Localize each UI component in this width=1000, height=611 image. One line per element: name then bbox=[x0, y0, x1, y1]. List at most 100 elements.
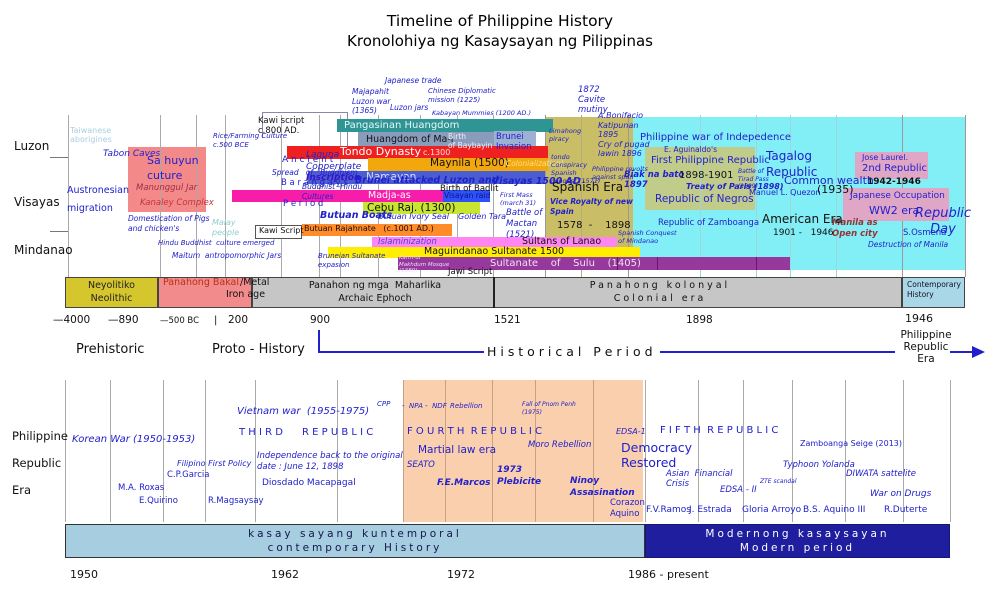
bs-aquino-iii: B.S. Aquino III bbox=[803, 505, 866, 515]
ma-i-label: Huangdom of Ma-i bbox=[366, 134, 454, 145]
gridline-upper bbox=[756, 115, 757, 277]
taiwanese-aborigines: Taiwanese aborigines bbox=[70, 126, 112, 144]
third-republic: T H I R D R E P U B L I C bbox=[239, 427, 374, 438]
sulu-divider bbox=[617, 257, 618, 270]
cpp: CPP bbox=[377, 400, 391, 408]
cebu-label: Cebu Raj. (1300) bbox=[367, 202, 456, 214]
limahong-piracy: Limahong piracy bbox=[549, 127, 582, 143]
cavite-mutiny-1872: 1872 Cavite mutiny bbox=[578, 85, 608, 115]
tondo-conspiracy: tondo Conspiracy Spanish conqest (1571) bbox=[551, 153, 601, 185]
brunei-attacked: Brunei attacked Luzon and bbox=[355, 175, 499, 186]
second-republic: 2nd Republic bbox=[862, 163, 927, 174]
ma-roxas: M.A. Roxas bbox=[118, 483, 165, 493]
inscription: Inscription bbox=[306, 173, 361, 183]
lower-label-republic: Republic bbox=[12, 456, 62, 470]
historical-period-label: H i s t o r i c a l P e r i o d bbox=[487, 344, 653, 359]
independence-original-date: Independence back to the original date :… bbox=[257, 451, 403, 472]
pangasinan-bar bbox=[337, 119, 553, 132]
tondo-bar bbox=[287, 146, 548, 159]
lower-label-philippine: Philippine bbox=[12, 429, 68, 443]
fifth-republic: F I F T H R E P U B L I C bbox=[660, 425, 779, 436]
axis-tick-visayas bbox=[50, 231, 68, 232]
gridline-upper bbox=[68, 115, 69, 277]
tick-minus-890: —890 bbox=[108, 314, 139, 326]
tondo-date: c.1300 bbox=[423, 148, 451, 157]
gridline-lower bbox=[337, 380, 338, 522]
maynila-label: Maynila (1500) bbox=[430, 157, 509, 169]
band-iron-label-1: Panahong Bakal bbox=[163, 277, 240, 288]
sa-huyun-culture: Sa huyun cuture bbox=[147, 154, 199, 182]
martial-law-box bbox=[403, 380, 643, 522]
spanish-conquest-mindanao: Spanish Conquest of Mindanao bbox=[618, 229, 677, 245]
ninoy-assassination: Ninoy Assasination bbox=[570, 476, 635, 498]
ww2-era: WW2 era bbox=[869, 204, 920, 217]
manila-open-city: Manila as Open city bbox=[832, 218, 878, 239]
lower-label-era: Era bbox=[12, 483, 32, 497]
golden-tara: Golden Tara bbox=[458, 212, 507, 221]
chinese-diplomatic-mission: Chinese Diplomatic mission (1225) bbox=[428, 87, 496, 104]
period: P e r i o d bbox=[283, 199, 324, 209]
gridline-lower bbox=[698, 380, 699, 522]
japanese-trade: Japanese trade bbox=[385, 76, 442, 85]
gridline-upper bbox=[160, 115, 161, 277]
years-1898-1901: 1898-1901 bbox=[679, 170, 734, 181]
birth-of-baybayin: Birth of Baybayin bbox=[448, 132, 493, 150]
historical-period-line-v bbox=[318, 330, 320, 353]
philippine-revolts: Philippine revolts against span bbox=[592, 165, 648, 181]
namayan-label: Namayan bbox=[366, 171, 417, 183]
domestication: Domestication of Pigs and chicken's bbox=[128, 214, 210, 233]
gridline-upper bbox=[790, 115, 791, 277]
destruction-of-manila: Destruction of Manila bbox=[868, 240, 949, 249]
luzon-jars: Luzon jars bbox=[390, 103, 429, 112]
band-neolithic-label: Neyolitiko Neolithic bbox=[87, 280, 135, 304]
sulu-label: Sultanate of Sulu (1405) bbox=[490, 258, 641, 269]
kawi-script-box bbox=[255, 225, 302, 239]
typhoon-yolanda: Typhoon Yolanda bbox=[783, 460, 855, 470]
fv-ramos: F.V.Ramos bbox=[646, 505, 691, 515]
kawi-bracket-h bbox=[262, 112, 348, 113]
gridline-lower bbox=[163, 380, 164, 522]
tick-900: 900 bbox=[310, 314, 331, 326]
japanese-occupation-box bbox=[843, 188, 949, 221]
gridline-upper bbox=[196, 115, 197, 277]
rice-farming: Rice/Farming Culture c.500 BCE bbox=[213, 132, 288, 149]
tick-200: 200 bbox=[228, 314, 249, 326]
historical-period-line-h3 bbox=[950, 351, 973, 353]
corazon-aquino: Corazon Aquino bbox=[610, 498, 645, 519]
npa-ndf: - NPA - NDF bbox=[402, 402, 447, 410]
republic-of-negros: Republic of Negros bbox=[655, 193, 754, 205]
maguindanao-bar bbox=[328, 247, 640, 258]
visayas-1500-ad: Visayas 1500 AD bbox=[492, 176, 581, 187]
majapahit-luzon-war: Majapahit Luzon war (1365) bbox=[352, 87, 391, 115]
tick-1521: 1521 bbox=[494, 314, 521, 326]
tick-1986-present: 1986 - present bbox=[628, 568, 709, 581]
tagalog-republic: Tagalog Republic bbox=[766, 149, 818, 179]
band-iron-age bbox=[158, 277, 252, 308]
historical-period-line-h1 bbox=[318, 351, 484, 353]
war-on-drugs: War on Drugs bbox=[870, 489, 932, 499]
maguindanao-label: Maguindanao Sultanate 1500 bbox=[424, 246, 565, 257]
republic-of-zamboanga: Republic of Zamboanga bbox=[658, 218, 760, 228]
plebicite-1973: 1973 Plebicite bbox=[497, 465, 542, 487]
row-label-visayas: Visayas bbox=[14, 195, 60, 209]
tick-minus-4000: —4000 bbox=[53, 314, 91, 326]
r-magsaysay: R.Magsaysay bbox=[208, 496, 264, 506]
maitum-jars: Maitum antropomorphic Jars bbox=[172, 251, 282, 260]
zte-scandal: ZTE scandal bbox=[760, 478, 797, 485]
first-philippine-republic: First Philippine Republic bbox=[651, 155, 770, 166]
seato: SEATO bbox=[407, 460, 435, 470]
butuan-label: Butuan Rajahnate (c.1001 AD.) bbox=[304, 224, 434, 233]
year-1935: (1935) bbox=[817, 183, 854, 196]
hindu-buddhist-culture: Hindu Buddhist culture emerged bbox=[158, 239, 275, 247]
sa-huyun-box bbox=[128, 147, 206, 212]
visayan-raid-segment bbox=[443, 190, 490, 202]
page-subtitle: Kronolohiya ng Kasaysayan ng Pilippinas bbox=[347, 32, 653, 50]
gridline-lower bbox=[950, 380, 951, 522]
gridline-upper bbox=[581, 115, 582, 277]
asian-financial-crisis: Asian Financial Crisis bbox=[666, 469, 733, 489]
manunggul-jar: Manunggul Jar bbox=[136, 183, 198, 193]
e-quirino: E.Quirino bbox=[139, 496, 178, 506]
gridline-upper bbox=[965, 115, 966, 277]
tick-1972: 1972 bbox=[447, 568, 475, 581]
